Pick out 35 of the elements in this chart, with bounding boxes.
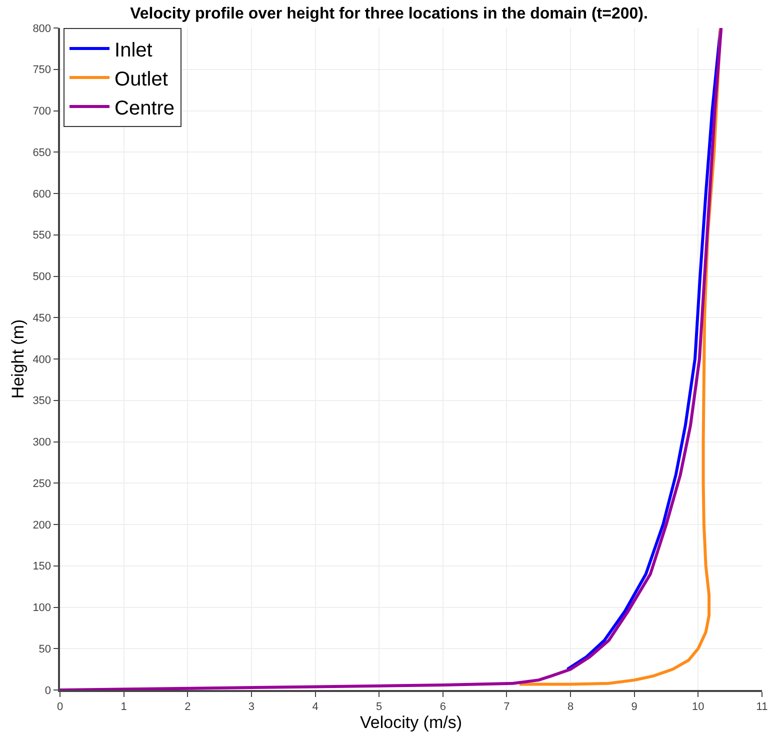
y-tick-label: 650 — [32, 146, 52, 159]
y-tick-label: 700 — [32, 106, 52, 118]
x-tick-label: 9 — [631, 700, 638, 713]
x-tick-label: 2 — [184, 700, 191, 713]
x-tick-label: 11 — [756, 700, 768, 713]
y-tick-label: 100 — [32, 602, 52, 614]
x-tick-label: 1 — [120, 700, 127, 713]
y-tick-label: 50 — [38, 643, 52, 656]
y-tick-label: 450 — [32, 312, 52, 324]
y-tick-label: 550 — [32, 230, 52, 242]
y-tick-label: 800 — [32, 22, 52, 35]
y-tick-label: 350 — [32, 395, 52, 408]
x-tick-label: 5 — [376, 700, 382, 713]
y-tick-label: 300 — [32, 436, 52, 449]
x-tick-label: 7 — [504, 700, 510, 713]
legend-label: Inlet — [114, 39, 153, 62]
y-tick-label: 750 — [32, 64, 52, 76]
x-tick-label: 4 — [312, 700, 318, 713]
y-tick-label: 150 — [32, 560, 52, 573]
x-tick-label: 10 — [692, 700, 704, 713]
x-tick-label: 0 — [56, 700, 64, 713]
legend-label: Centre — [114, 97, 175, 120]
y-tick-label: 600 — [32, 188, 52, 200]
y-tick-label: 200 — [32, 519, 52, 532]
y-tick-label: 250 — [32, 478, 52, 490]
y-axis-title: Height (m) — [8, 319, 28, 399]
x-tick-label: 3 — [248, 700, 255, 713]
y-tick-label: 0 — [44, 684, 52, 697]
legend-label: Outlet — [114, 68, 168, 90]
x-tick-label: 8 — [567, 700, 574, 713]
x-axis-title: Velocity (m/s) — [360, 712, 462, 732]
chart-title: Velocity profile over height for three locations in the domain (t=200). — [130, 6, 648, 23]
y-tick-label: 500 — [32, 271, 52, 284]
x-tick-label: 6 — [440, 700, 446, 713]
y-tick-label: 400 — [32, 354, 52, 366]
